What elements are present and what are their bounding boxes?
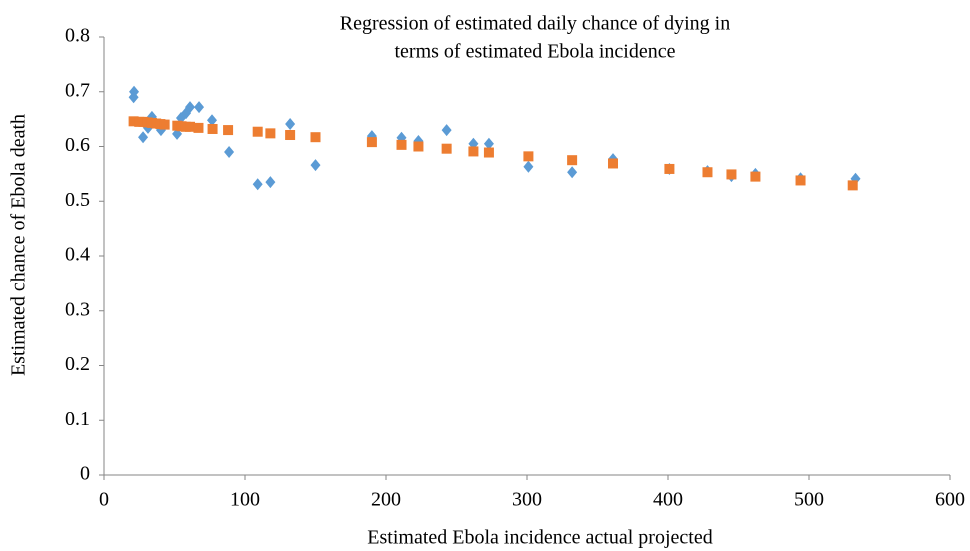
point: [702, 167, 713, 178]
point: [310, 132, 321, 143]
point: [252, 126, 263, 137]
point: [664, 163, 675, 174]
point: [252, 178, 263, 191]
point: [159, 119, 170, 130]
point: [396, 139, 407, 150]
y-axis-label: Estimated chance of Ebola death: [8, 114, 30, 376]
point: [285, 130, 296, 141]
chart-title: terms of estimated Ebola incidence: [394, 41, 675, 63]
point: [223, 125, 234, 136]
point: [207, 114, 218, 127]
point: [441, 143, 452, 154]
point: [795, 175, 806, 186]
point: [185, 101, 196, 114]
point: [483, 137, 494, 150]
x-tick-label: 500: [794, 489, 824, 511]
point: [567, 155, 578, 166]
point: [224, 145, 235, 158]
y-tick-label: 0.2: [65, 353, 90, 375]
point: [128, 116, 139, 127]
point: [523, 151, 534, 162]
y-tick-label: 0.7: [65, 79, 90, 101]
x-axis-label: Estimated Ebola incidence actual project…: [367, 527, 712, 549]
x-tick-label: 300: [512, 489, 542, 511]
point: [441, 124, 452, 137]
point: [265, 176, 276, 189]
point: [468, 146, 479, 157]
y-tick-label: 0.1: [65, 408, 90, 430]
point: [366, 137, 377, 148]
y-tick-label: 0.3: [65, 298, 90, 320]
point: [185, 121, 196, 132]
point: [310, 159, 321, 172]
point: [193, 122, 204, 133]
x-tick-label: 100: [230, 489, 260, 511]
point: [138, 131, 149, 144]
point: [285, 118, 296, 131]
x-tick-label: 400: [653, 489, 683, 511]
point: [207, 123, 218, 134]
point: [413, 141, 424, 152]
y-tick-label: 0: [80, 463, 90, 485]
x-tick-label: 600: [935, 489, 965, 511]
point: [847, 180, 858, 191]
point: [608, 158, 619, 169]
y-tick-label: 0.6: [65, 134, 90, 156]
point: [483, 147, 494, 158]
y-tick-label: 0.8: [65, 25, 90, 47]
point: [523, 160, 534, 173]
y-tick-label: 0.5: [65, 189, 90, 211]
chart-title: Regression of estimated daily chance of …: [340, 13, 730, 35]
point: [750, 171, 761, 182]
point: [194, 101, 205, 114]
x-tick-label: 0: [99, 489, 109, 511]
point: [128, 91, 139, 104]
point: [726, 169, 737, 180]
x-tick-label: 200: [371, 489, 401, 511]
y-tick-label: 0.4: [65, 244, 90, 266]
point: [567, 166, 578, 179]
point: [265, 128, 276, 139]
